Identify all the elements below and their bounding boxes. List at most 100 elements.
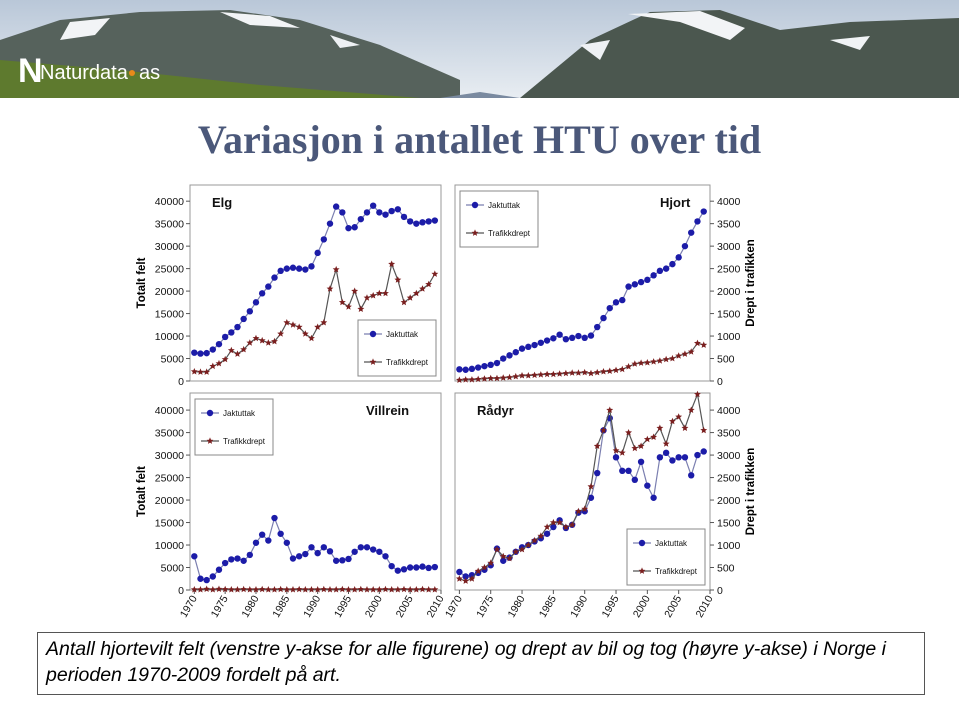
point: [612, 454, 620, 461]
point: [314, 249, 321, 257]
point: [227, 346, 235, 354]
point: [215, 359, 223, 367]
point: [493, 545, 501, 552]
point: [338, 298, 346, 306]
plot-area: [189, 392, 442, 591]
point: [606, 367, 614, 374]
y-tick-label: 35000: [155, 219, 184, 231]
x-tick-label: 1975: [209, 593, 231, 619]
point: [314, 549, 321, 557]
point: [277, 267, 284, 275]
point: [289, 586, 297, 593]
point: [656, 424, 664, 431]
point: [643, 435, 651, 443]
point: [203, 576, 210, 584]
point: [543, 337, 551, 344]
series-line: [459, 392, 705, 582]
point: [518, 544, 526, 551]
point: [197, 368, 204, 375]
point: [425, 280, 433, 288]
y-tick-label: 35000: [155, 428, 184, 440]
point: [581, 508, 588, 515]
snow: [830, 36, 870, 50]
point: [258, 290, 266, 297]
point: [687, 348, 695, 355]
point: [631, 360, 639, 367]
slide-title: Variasjon i antallet HTU over tid: [197, 117, 762, 162]
y2-tick-label: 2500: [717, 473, 741, 485]
point: [320, 544, 328, 551]
point: [537, 371, 545, 378]
point: [694, 339, 701, 347]
x-tick-label: 1985: [537, 593, 559, 619]
point: [537, 532, 545, 539]
point: [625, 429, 632, 436]
point: [320, 236, 328, 243]
point: [575, 509, 582, 516]
point: [500, 355, 507, 362]
point: [351, 224, 358, 231]
point: [600, 426, 607, 434]
point: [631, 476, 639, 484]
point: [394, 276, 402, 283]
point: [314, 586, 322, 593]
x-tick-label: 2005: [662, 593, 684, 619]
point: [681, 242, 689, 250]
point: [308, 263, 315, 270]
point: [650, 433, 657, 440]
point: [474, 375, 482, 383]
point: [265, 283, 272, 290]
point: [487, 562, 494, 569]
point: [512, 372, 520, 380]
x-tick-label: 1980: [240, 593, 262, 619]
y2-tick-label: 0: [717, 376, 723, 388]
point: [425, 564, 432, 572]
point: [431, 563, 439, 571]
point: [252, 586, 260, 593]
point: [363, 294, 371, 301]
point: [326, 220, 334, 227]
point: [468, 365, 476, 373]
x-tick-label: 1980: [506, 593, 528, 619]
point: [314, 323, 322, 330]
point: [363, 209, 371, 216]
point: [681, 454, 689, 461]
point: [687, 406, 695, 413]
valley: [440, 92, 520, 98]
point: [209, 573, 217, 580]
point: [412, 289, 420, 297]
point: [375, 289, 383, 297]
point: [531, 341, 538, 349]
logo-dot: [129, 70, 135, 76]
point: [277, 585, 285, 593]
point: [413, 220, 420, 227]
y2-tick-label: 3500: [717, 219, 741, 231]
y2-tick-label: 2500: [717, 264, 741, 276]
point: [662, 449, 670, 457]
y-tick-label: 0: [178, 585, 184, 597]
point: [637, 278, 645, 286]
point: [468, 571, 476, 579]
point: [277, 330, 285, 337]
x-tick-label: 1970: [178, 593, 200, 619]
point: [656, 267, 664, 275]
snow: [220, 12, 300, 28]
point: [413, 564, 420, 571]
point: [581, 334, 588, 342]
point: [382, 585, 389, 593]
logo-suffix: as: [139, 62, 160, 84]
x-tick-label: 2010: [425, 593, 447, 619]
point: [688, 472, 695, 479]
point: [406, 294, 414, 301]
point: [694, 218, 701, 225]
legend-label: Jaktuttak: [223, 409, 256, 418]
point: [283, 319, 291, 326]
point: [637, 359, 645, 366]
point: [190, 368, 198, 375]
point: [400, 566, 408, 573]
legend-swatch: [638, 539, 646, 547]
point: [606, 414, 613, 422]
point: [203, 349, 210, 357]
